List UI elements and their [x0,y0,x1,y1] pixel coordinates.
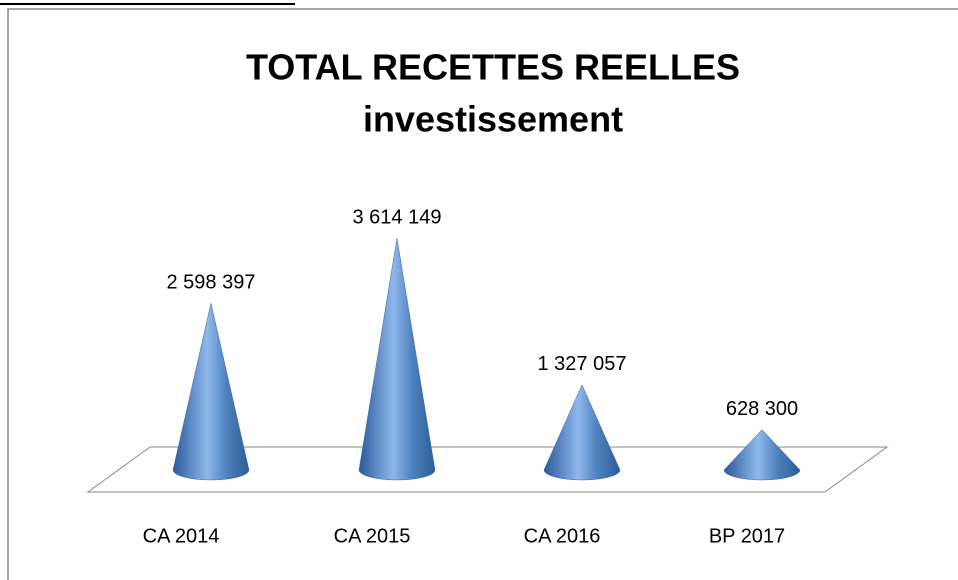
cone [543,384,621,481]
cone [172,303,250,481]
data-label: 628 300 [726,398,798,420]
cone [723,429,801,481]
chart-frame [7,8,958,580]
floor [86,446,889,493]
data-label: 2 598 397 [167,271,256,293]
x-tick-label: CA 2014 [143,525,220,547]
data-label: 3 614 149 [353,206,442,228]
chart-title: investissement [363,99,623,140]
x-tick-label: BP 2017 [709,525,785,547]
x-tick-label: CA 2015 [334,525,411,547]
x-tick-label: CA 2016 [524,525,601,547]
cone [358,237,436,481]
chart-title: TOTAL RECETTES REELLES [246,47,740,88]
data-label: 1 327 057 [538,353,627,375]
